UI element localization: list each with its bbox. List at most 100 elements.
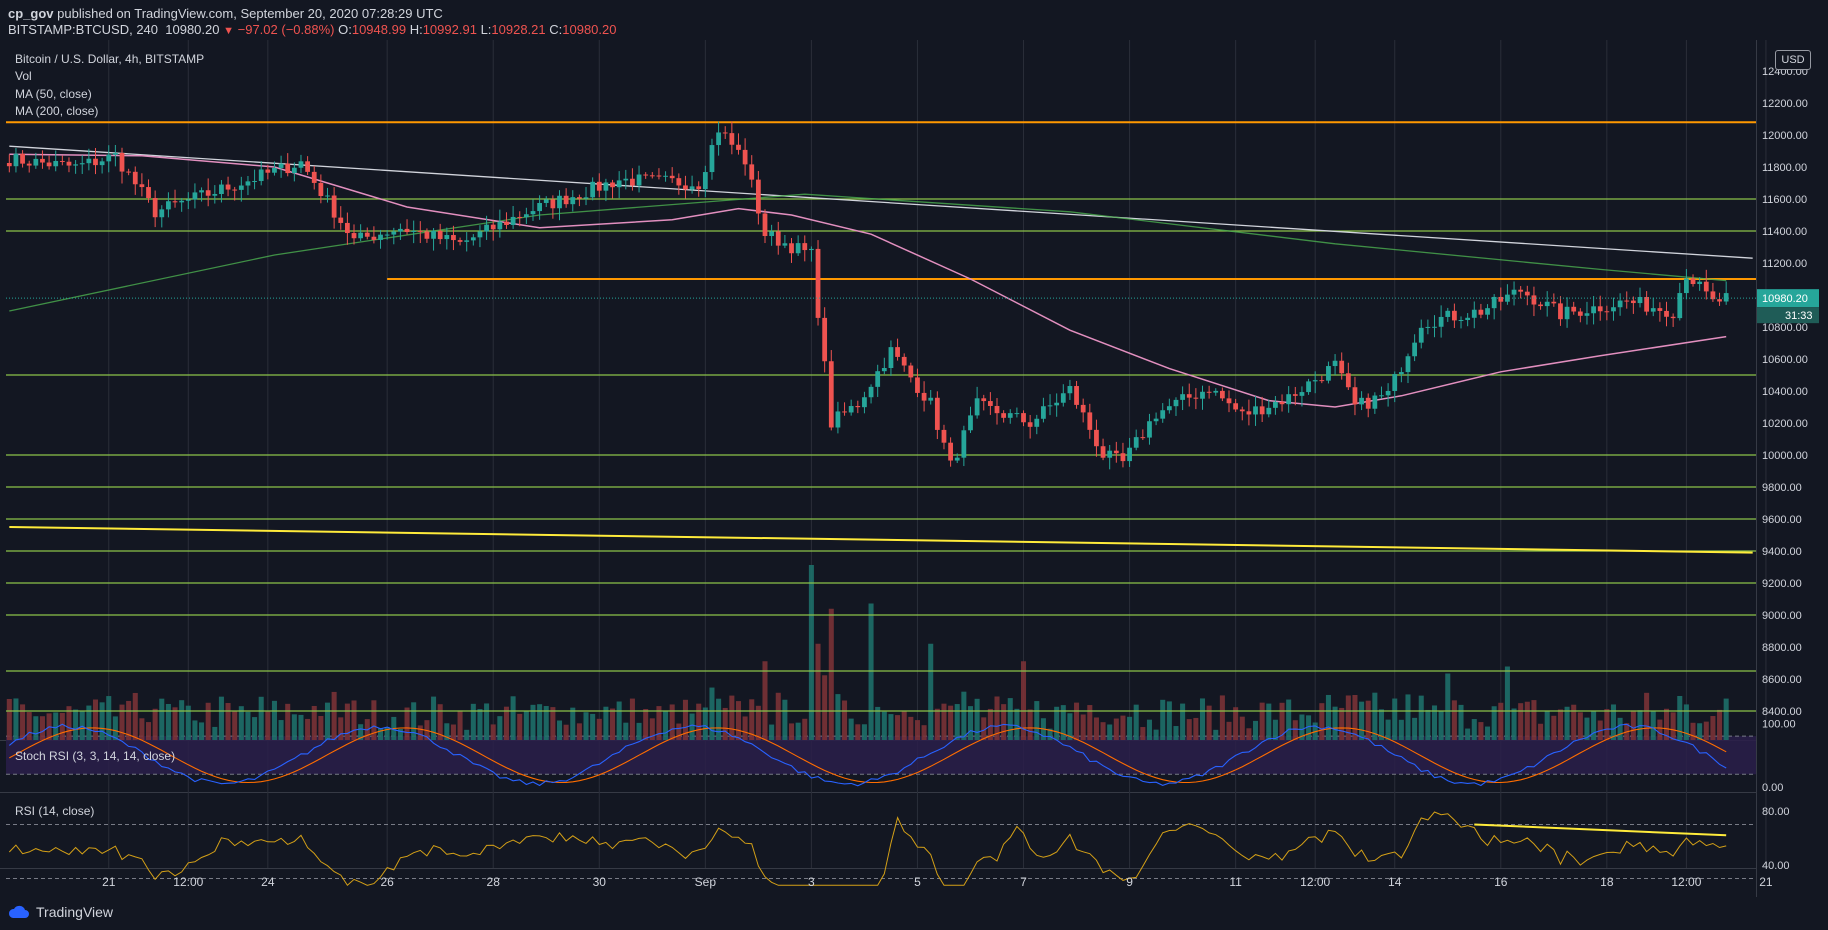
volume-bar (99, 702, 105, 740)
time-tick-label: 9 (1126, 875, 1133, 889)
candle (1611, 307, 1616, 312)
legend-stoch-rsi[interactable]: Stoch RSI (3, 3, 14, 14, close) (15, 749, 176, 763)
candle (643, 174, 649, 176)
price-tick-label: 9200.00 (1762, 578, 1802, 590)
currency-button[interactable]: USD (1775, 50, 1811, 70)
candle (1630, 300, 1636, 304)
volume-bar (769, 724, 775, 740)
legend-ma200[interactable]: MA (200, close) (15, 104, 99, 118)
volume-bar (1074, 702, 1080, 740)
tradingview-logo[interactable]: TradingView (8, 904, 113, 920)
tradingview-brand: TradingView (36, 904, 114, 920)
volume-bar (709, 687, 715, 740)
candle (1292, 394, 1298, 396)
candle (755, 179, 761, 214)
candle (842, 411, 847, 413)
volume-bar (1319, 703, 1325, 740)
volume-bar (914, 720, 920, 740)
candle (265, 169, 271, 173)
candle (311, 171, 317, 183)
volume-bar (218, 696, 224, 740)
candle (470, 237, 476, 241)
candle (1710, 291, 1716, 300)
volume-bar (616, 701, 622, 740)
candle (722, 132, 728, 134)
publish-header: cp_gov published on TradingView.com, Sep… (0, 0, 1828, 40)
candle (1034, 418, 1040, 427)
volume-bar (954, 704, 960, 740)
legend-ma50[interactable]: MA (50, close) (15, 87, 92, 101)
candle (291, 167, 297, 174)
volume-bar (517, 713, 523, 740)
candle (497, 221, 503, 230)
candle (1379, 395, 1384, 397)
author-name[interactable]: cp_gov (8, 6, 54, 21)
candle (1213, 390, 1219, 393)
candle (424, 231, 430, 239)
candle (795, 243, 801, 254)
candle (1067, 386, 1073, 394)
candle (1564, 306, 1570, 320)
volume-bar (20, 704, 26, 740)
candle (1319, 380, 1325, 382)
candle (603, 182, 609, 191)
time-tick-label: 21 (1759, 875, 1773, 889)
volume-bar (1557, 709, 1563, 740)
candle (1558, 303, 1563, 320)
volume-bar (1021, 661, 1027, 740)
legend-vol[interactable]: Vol (15, 69, 32, 83)
volume-bar (868, 603, 874, 740)
volume-bar (205, 702, 211, 740)
price-tick-label: 8600.00 (1762, 674, 1802, 686)
candle (179, 200, 185, 203)
candle (185, 199, 191, 201)
volume-bar (1378, 709, 1384, 740)
volume-bar (252, 717, 258, 740)
candle (378, 234, 383, 240)
candle (172, 201, 178, 203)
candle (331, 195, 337, 218)
candle (1412, 342, 1418, 357)
candle (815, 248, 821, 318)
stoch-tick-label: 100.00 (1762, 718, 1796, 730)
volume-bar (1325, 694, 1331, 740)
candle (53, 160, 59, 167)
volume-bar (1385, 719, 1391, 740)
candle (1617, 300, 1623, 308)
volume-bar (1047, 728, 1053, 740)
candle (1279, 401, 1285, 405)
volume-bar (159, 698, 165, 740)
volume-bar (92, 699, 99, 740)
volume-bar (1498, 702, 1504, 740)
volume-bar (1431, 705, 1438, 740)
candle (40, 158, 45, 163)
candle (106, 154, 112, 162)
candle (252, 181, 257, 183)
candle (1007, 413, 1013, 418)
time-tick-label: 24 (261, 875, 275, 889)
volume-bar (987, 708, 993, 740)
volume-bar (1213, 729, 1219, 740)
candle (822, 317, 828, 362)
volume-bar (1286, 699, 1292, 740)
volume-bar (411, 702, 417, 740)
candle (1432, 326, 1437, 328)
volume-bar (994, 696, 1000, 740)
candle (1670, 316, 1676, 319)
volume-bar (510, 696, 516, 740)
volume-bar (291, 714, 297, 740)
candle (1273, 401, 1278, 408)
candle (1326, 366, 1331, 381)
candle (73, 164, 78, 166)
volume-bar (563, 724, 569, 740)
candle (716, 132, 721, 146)
price-tick-label: 10800.00 (1762, 322, 1808, 334)
volume-bar (503, 706, 509, 740)
legend-rsi[interactable]: RSI (14, close) (15, 804, 95, 818)
candle (557, 195, 562, 209)
candle (1717, 299, 1722, 302)
chart-title: Bitcoin / U.S. Dollar, 4h, BITSTAMP (15, 52, 205, 66)
candle (1491, 296, 1497, 309)
volume-bar (1113, 718, 1119, 740)
